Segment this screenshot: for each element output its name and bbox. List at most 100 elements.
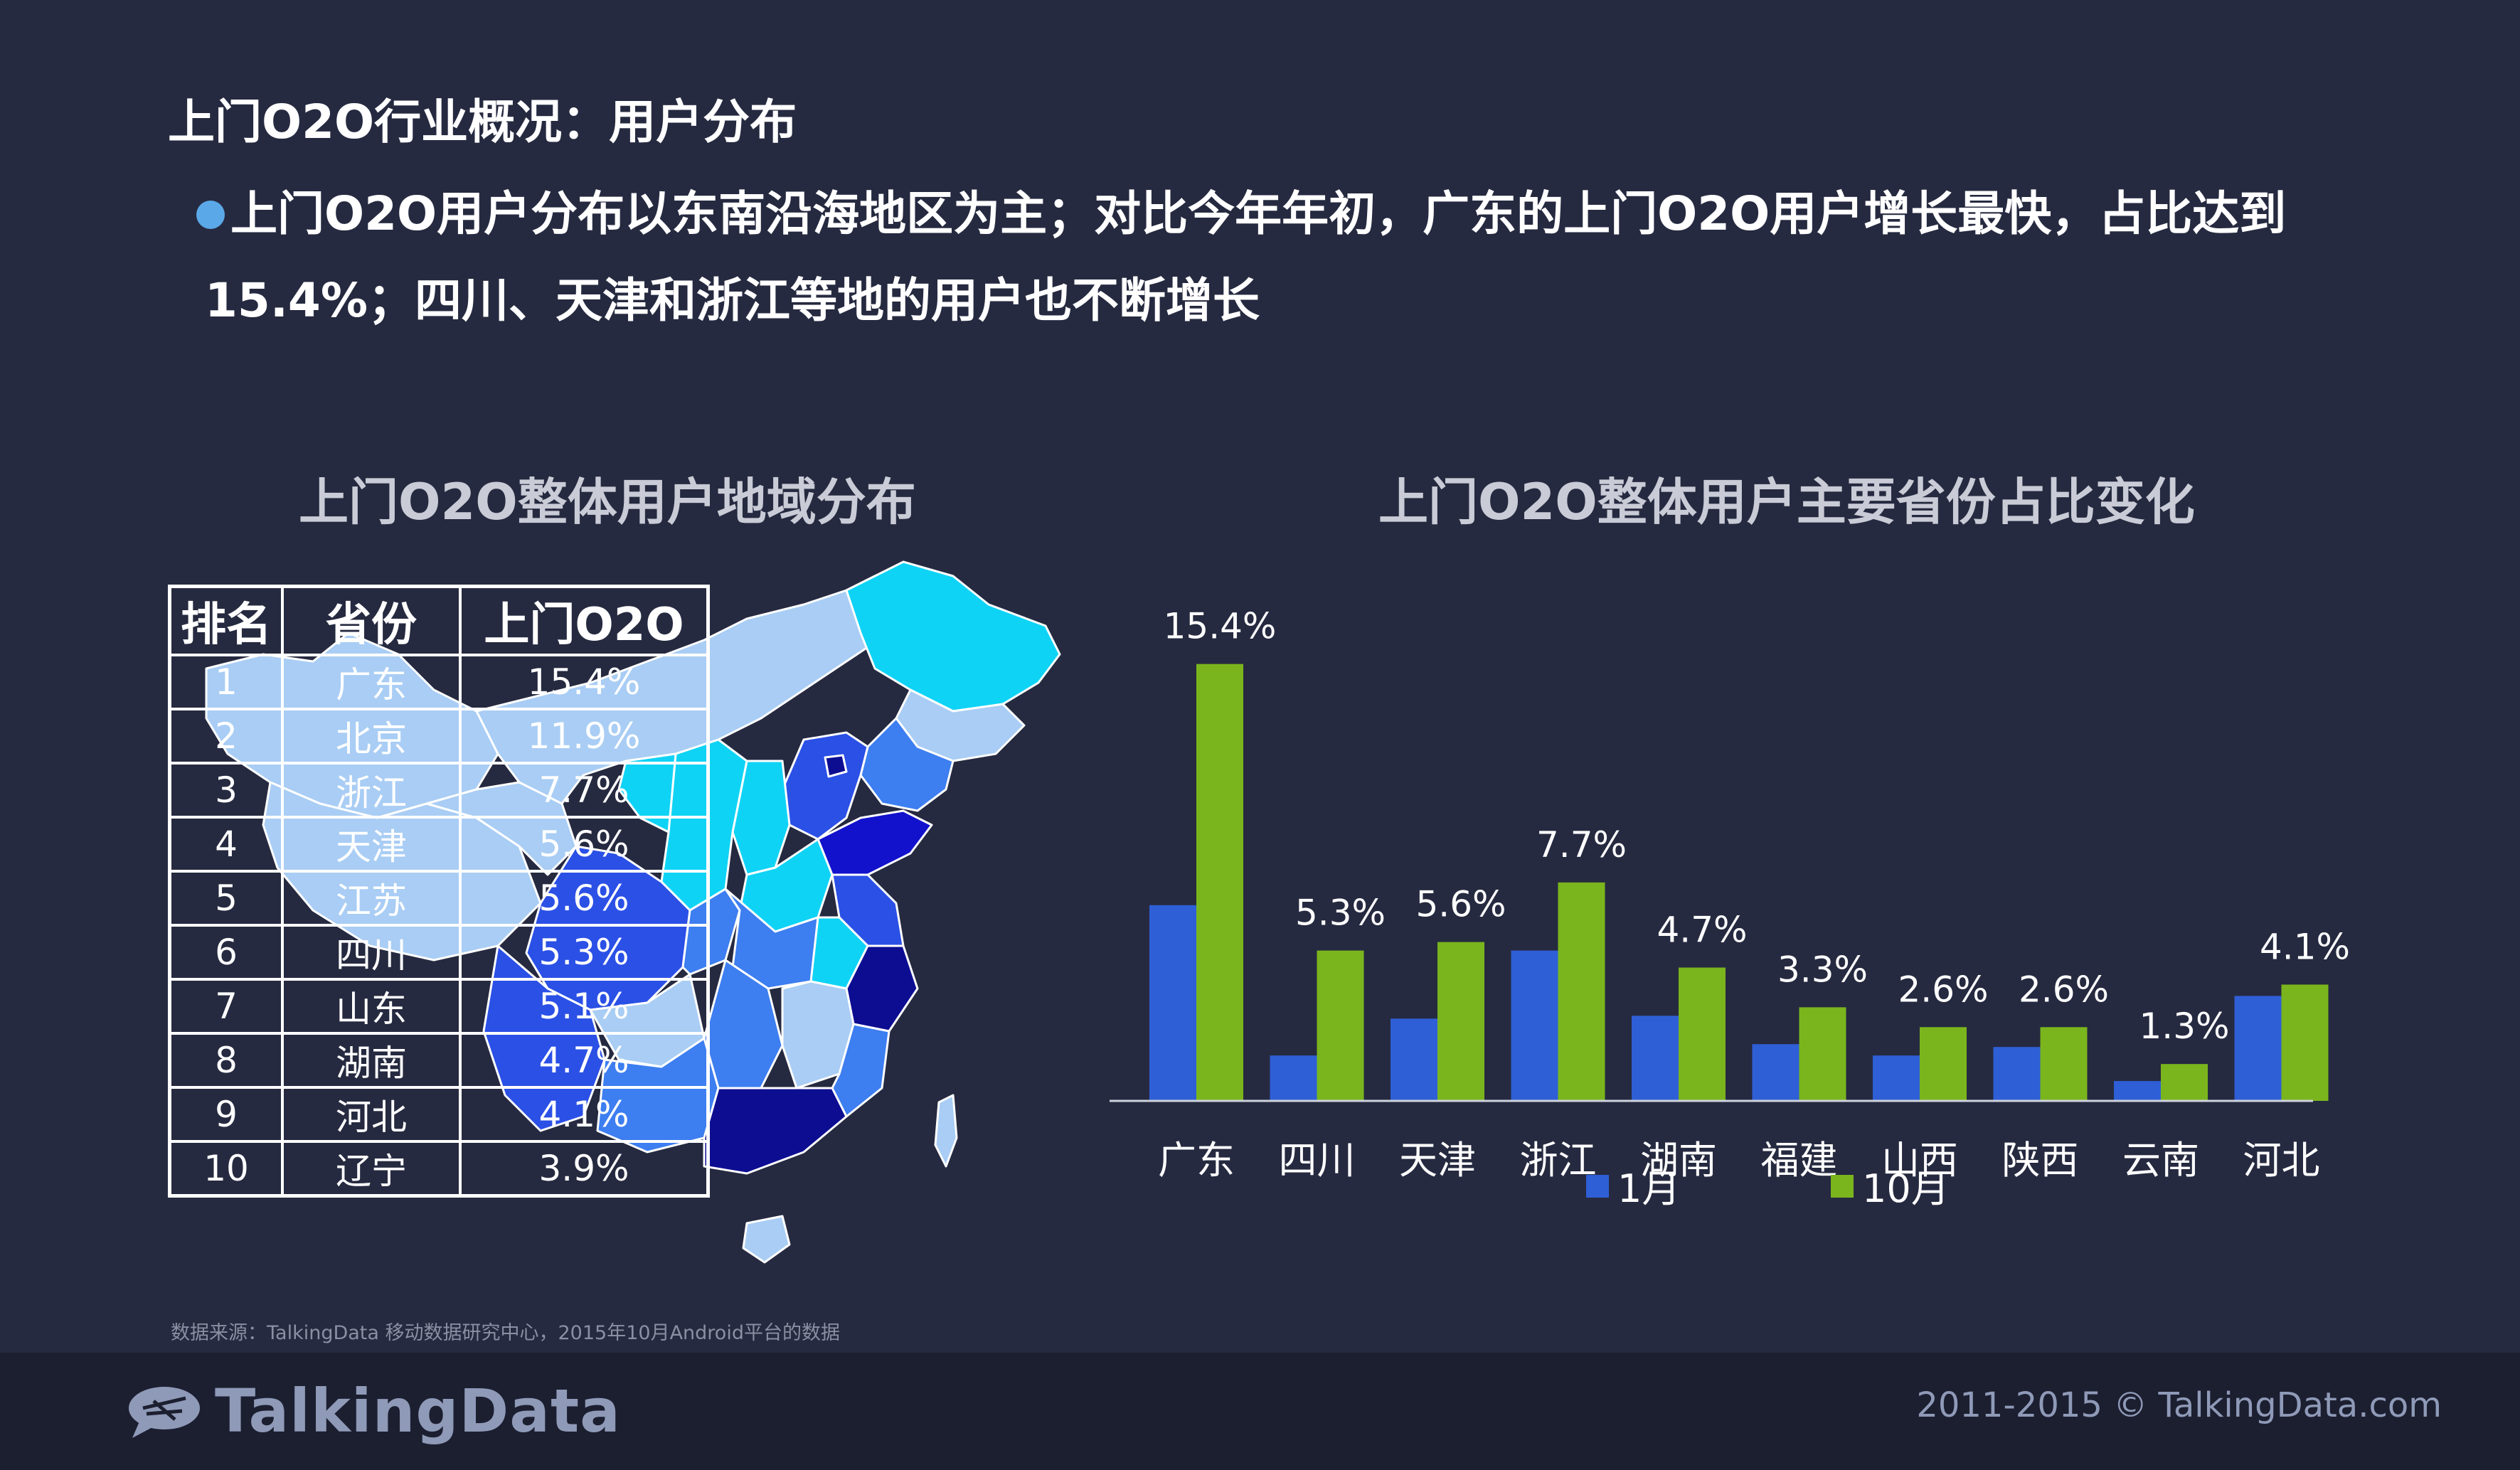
summary-line-2: 15.4%；四川、天津和浙江等地的用户也不断增长 bbox=[205, 273, 1260, 328]
summary-bullet: 上门O2O用户分布以东南沿海地区为主；对比今年年初，广东的上门O2O用户增长最快… bbox=[196, 171, 2330, 344]
bar-oct-8 bbox=[2161, 1064, 2208, 1101]
category-label: 陕西 bbox=[2002, 1138, 2079, 1183]
bar-jan-6 bbox=[1873, 1055, 1920, 1101]
bar-oct-7 bbox=[2040, 1027, 2088, 1101]
bar-jan-5 bbox=[1752, 1044, 1799, 1101]
rank-cell: 2 bbox=[168, 708, 284, 765]
map-region-beijing bbox=[824, 754, 848, 778]
province-cell: 广东 bbox=[281, 654, 462, 710]
data-label: 4.7% bbox=[1657, 910, 1747, 951]
bar-jan-7 bbox=[1993, 1047, 2041, 1101]
copyright: 2011-2015 © TalkingData.com bbox=[1916, 1385, 2442, 1425]
province-cell: 天津 bbox=[281, 816, 462, 873]
province-cell: 北京 bbox=[281, 708, 462, 765]
rank-cell: 6 bbox=[168, 924, 284, 981]
province-cell: 辽宁 bbox=[281, 1140, 462, 1198]
table-row: 7 山东 5.1% bbox=[168, 978, 710, 1035]
rank-cell: 1 bbox=[168, 654, 284, 710]
page-title: 上门O2O行业概况：用户分布 bbox=[168, 95, 797, 149]
data-label: 7.7% bbox=[1536, 824, 1627, 866]
rank-cell: 9 bbox=[168, 1086, 284, 1143]
bar-oct-6 bbox=[1920, 1027, 1967, 1101]
table-row: 5 江苏 5.6% bbox=[168, 870, 710, 927]
table-row: 4 天津 5.6% bbox=[168, 816, 710, 873]
table-header: 上门O2O bbox=[459, 585, 710, 656]
rank-cell: 4 bbox=[168, 816, 284, 873]
share-cell: 5.6% bbox=[459, 816, 710, 873]
legend-swatch bbox=[1831, 1175, 1854, 1198]
rank-cell: 5 bbox=[168, 870, 284, 927]
province-share-bar-chart: 15.4% 广东 5.3% 四川 5.6% 天津 7.7% 浙江 4.7% 湖南 3.3% 福建 2.6… bbox=[1110, 606, 2350, 1211]
map-region-heilongjiang bbox=[845, 560, 1061, 713]
bar-jan-4 bbox=[1632, 1016, 1679, 1101]
rank-cell: 3 bbox=[168, 762, 284, 819]
table-row: 9 河北 4.1% bbox=[168, 1086, 710, 1143]
summary-line-1: 上门O2O用户分布以东南沿海地区为主；对比今年年初，广东的上门O2O用户增长最快… bbox=[230, 186, 2287, 241]
rank-cell: 7 bbox=[168, 978, 284, 1035]
table-row: 6 四川 5.3% bbox=[168, 924, 710, 981]
data-label: 2.6% bbox=[2019, 969, 2109, 1010]
table-row: 8 湖南 4.7% bbox=[168, 1032, 710, 1089]
share-cell: 4.7% bbox=[459, 1032, 710, 1089]
category-label: 广东 bbox=[1158, 1138, 1235, 1183]
table-row: 10 辽宁 3.9% bbox=[168, 1140, 710, 1198]
bar-jan-3 bbox=[1511, 950, 1558, 1101]
bar-jan-2 bbox=[1391, 1018, 1437, 1101]
bar-oct-9 bbox=[2281, 984, 2329, 1101]
bar-oct-5 bbox=[1799, 1007, 1846, 1101]
province-cell: 湖南 bbox=[281, 1032, 462, 1089]
share-cell: 3.9% bbox=[459, 1140, 710, 1198]
share-cell: 5.3% bbox=[459, 924, 710, 981]
category-label: 云南 bbox=[2122, 1138, 2199, 1183]
table-row: 1 广东 15.4% bbox=[168, 654, 710, 710]
share-cell: 15.4% bbox=[459, 654, 710, 710]
speech-bubble-logo-icon bbox=[129, 1387, 200, 1438]
province-cell: 江苏 bbox=[281, 870, 462, 927]
share-cell: 5.6% bbox=[459, 870, 710, 927]
category-label: 山西 bbox=[1881, 1138, 1958, 1183]
table-header-row: 排名 省份 上门O2O bbox=[168, 585, 710, 656]
bar-jan-9 bbox=[2234, 996, 2282, 1101]
share-cell: 5.1% bbox=[459, 978, 710, 1035]
map-section-title: 上门O2O整体用户地域分布 bbox=[299, 473, 916, 531]
bar-oct-3 bbox=[1558, 882, 1605, 1101]
bullet-dot-icon bbox=[196, 201, 225, 229]
category-label: 浙江 bbox=[1520, 1138, 1597, 1183]
data-label: 4.1% bbox=[2260, 926, 2350, 967]
data-label: 5.3% bbox=[1295, 893, 1386, 934]
share-cell: 4.1% bbox=[459, 1086, 710, 1143]
data-source-note: 数据来源：TalkingData 移动数据研究中心，2015年10月Androi… bbox=[171, 1322, 840, 1344]
bar-oct-4 bbox=[1679, 967, 1726, 1101]
share-cell: 11.9% bbox=[459, 708, 710, 765]
province-cell: 山东 bbox=[281, 978, 462, 1035]
rank-cell: 10 bbox=[168, 1140, 284, 1198]
province-cell: 浙江 bbox=[281, 762, 462, 819]
province-cell: 四川 bbox=[281, 924, 462, 981]
table-header: 省份 bbox=[281, 585, 462, 656]
bar-jan-1 bbox=[1270, 1055, 1317, 1101]
legend-swatch bbox=[1586, 1175, 1609, 1198]
table-header: 排名 bbox=[168, 585, 284, 656]
category-label: 福建 bbox=[1761, 1138, 1838, 1183]
category-label: 天津 bbox=[1399, 1138, 1476, 1183]
data-label: 1.3% bbox=[2139, 1006, 2229, 1047]
logo-text: TalkingData bbox=[215, 1376, 621, 1446]
map-region-hainan bbox=[742, 1215, 791, 1264]
category-label: 湖南 bbox=[1640, 1138, 1717, 1183]
bar-oct-2 bbox=[1437, 942, 1484, 1101]
data-label: 2.6% bbox=[1898, 969, 1988, 1010]
province-cell: 河北 bbox=[281, 1086, 462, 1143]
category-label: 四川 bbox=[1279, 1138, 1356, 1183]
map-region-hubei bbox=[724, 888, 819, 990]
map-region-guangdong bbox=[703, 1087, 848, 1175]
footer-bar bbox=[0, 1353, 2520, 1470]
legend-label: 10月 bbox=[1862, 1166, 1950, 1211]
bar-oct-1 bbox=[1317, 950, 1364, 1101]
legend-label: 1月 bbox=[1617, 1166, 1680, 1211]
table-row: 3 浙江 7.7% bbox=[168, 762, 710, 819]
bar-jan-0 bbox=[1149, 905, 1196, 1101]
rank-cell: 8 bbox=[168, 1032, 284, 1089]
data-label: 15.4% bbox=[1164, 606, 1277, 647]
bar-jan-8 bbox=[2114, 1081, 2161, 1101]
